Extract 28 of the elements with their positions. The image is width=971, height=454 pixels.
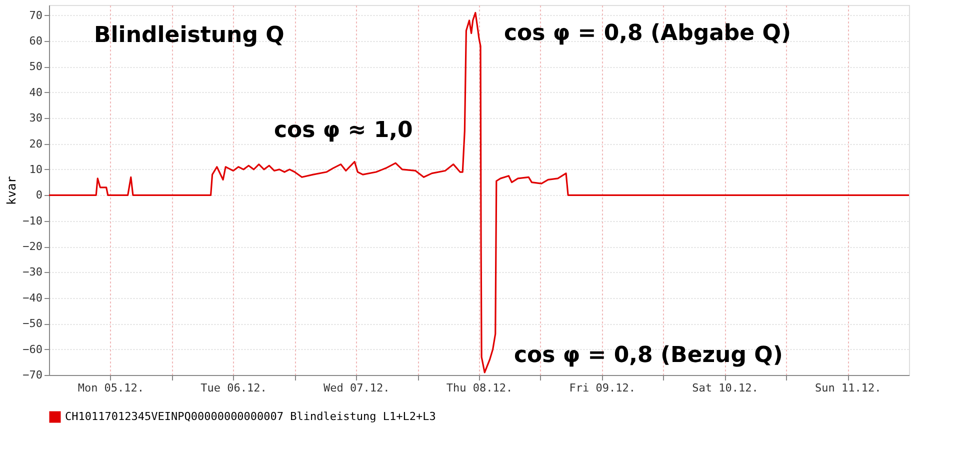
legend-label: CH10117012345VEINPQ00000000000007 Blindleistung L1+L2+L3 (65, 410, 436, 423)
y-tick-label: 0 (36, 188, 42, 202)
y-tick-label: −10 (22, 214, 42, 228)
y-tick-label: −50 (22, 317, 42, 330)
x-tick-label: Fri 09.12. (569, 382, 636, 394)
y-tick-label: 70 (29, 8, 42, 22)
y-tick-label: 40 (29, 86, 42, 99)
annotation: cos φ = 0,8 (Bezug Q) (514, 343, 783, 368)
x-tick-label: Tue 06.12. (200, 382, 267, 394)
annotation: Blindleistung Q (94, 23, 284, 48)
annotation: cos φ = 0,8 (Abgabe Q) (504, 21, 792, 46)
y-tick-label: 10 (29, 162, 42, 176)
x-tick-label: Sun 11.12. (814, 382, 882, 394)
y-axis-title: kvar (4, 176, 19, 205)
y-tick-label: −60 (22, 342, 42, 356)
x-tick-label: Mon 05.12. (78, 382, 144, 394)
y-tick-label: −30 (22, 266, 42, 279)
y-tick-label: 20 (29, 137, 42, 150)
x-tick-label: Sat 10.12. (692, 382, 758, 394)
y-tick-label: −70 (22, 368, 42, 382)
y-tick-label: 30 (29, 112, 42, 125)
x-tick-label: Thu 08.12. (446, 382, 513, 394)
y-tick-label: −20 (22, 240, 42, 254)
annotation: cos φ ≈ 1,0 (274, 118, 413, 143)
y-tick-label: −40 (22, 291, 42, 304)
y-tick-label: 60 (29, 34, 42, 48)
x-tick-label: Wed 07.12. (324, 382, 390, 394)
y-tick-label: 50 (29, 60, 42, 74)
